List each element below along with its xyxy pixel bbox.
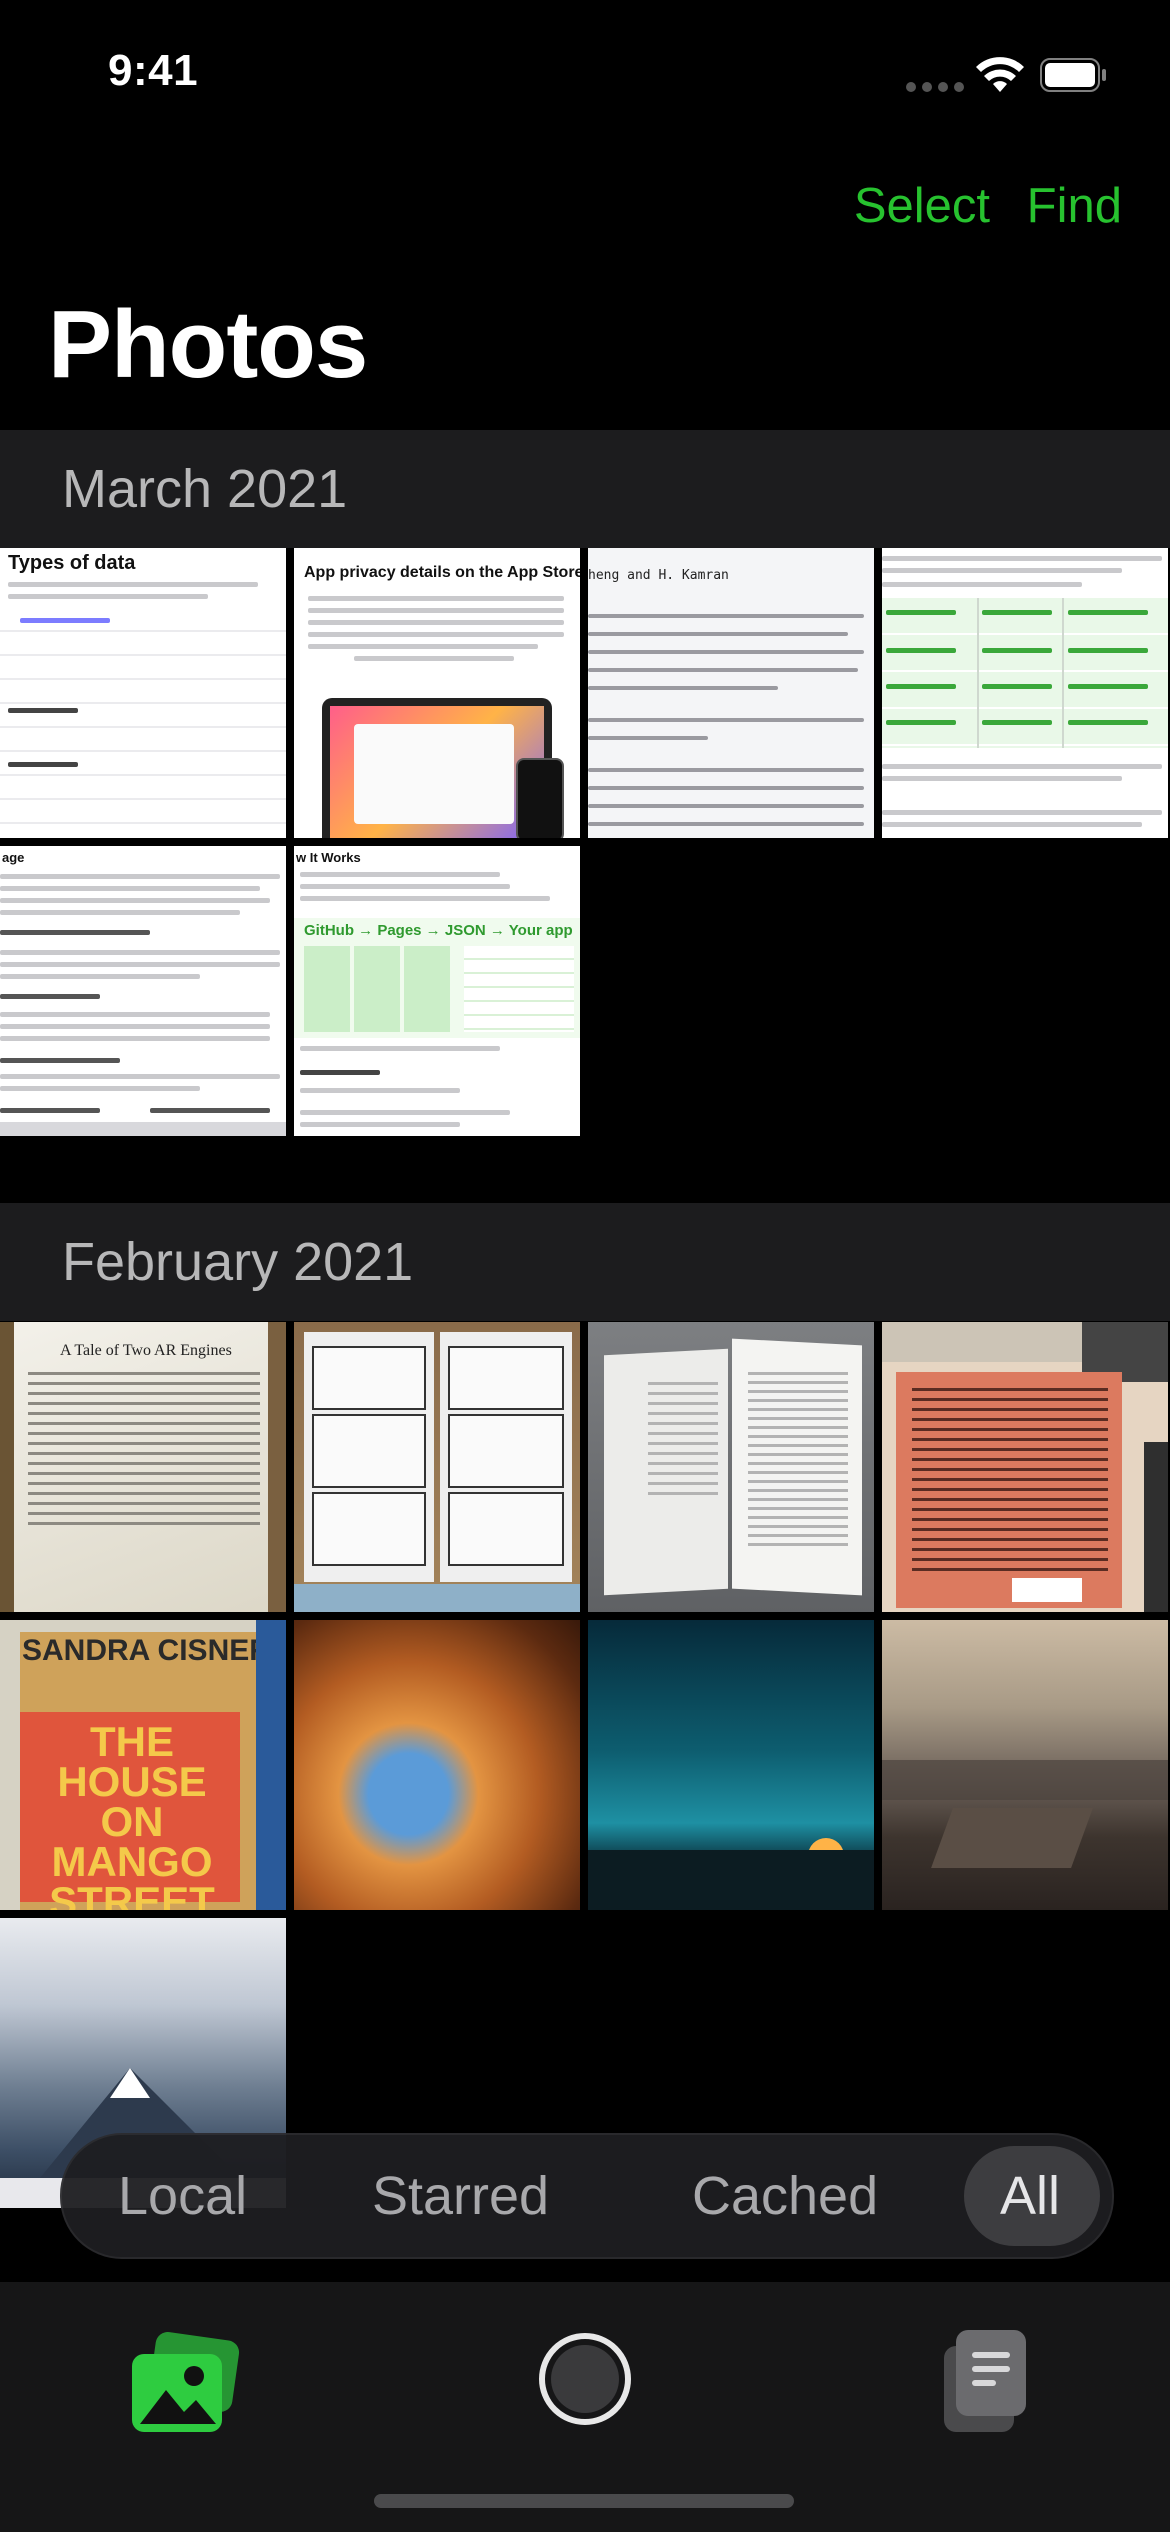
thumbnail-heading: SANDRA CISNEROS (22, 1634, 286, 1667)
photo-thumbnail[interactable]: A Tale of Two AR Engines (0, 1322, 286, 1612)
thumbnail-heading: App privacy details on the App Store (304, 564, 580, 581)
navigation-bar: Select Find Photos (0, 150, 1170, 430)
thumbnail-mango-title: THE HOUSE ON MANGO STREET (49, 1718, 215, 1911)
home-indicator (374, 2494, 794, 2508)
section-title: February 2021 (62, 1232, 414, 1292)
page-title: Photos (48, 291, 368, 398)
find-button[interactable]: Find (1026, 179, 1122, 233)
photo-thumbnail[interactable] (588, 1322, 874, 1612)
section-title: March 2021 (62, 459, 348, 519)
photo-thumbnail[interactable]: Types of data (0, 548, 286, 838)
thumbnail-heading: A Tale of Two AR Engines (60, 1342, 232, 1359)
photo-thumbnail[interactable]: age (0, 846, 286, 1136)
photo-thumbnail[interactable] (882, 548, 1168, 838)
photo-thumbnail[interactable]: App privacy details on the App Store (294, 548, 580, 838)
photo-thumbnail[interactable] (294, 1620, 580, 1910)
select-button[interactable]: Select (853, 179, 990, 233)
photo-thumbnail[interactable]: heng and H. Kamran (588, 548, 874, 838)
battery-icon (1040, 58, 1106, 92)
photo-thumbnail[interactable]: SANDRA CISNEROS THE HOUSE ON MANGO STREE… (0, 1620, 286, 1910)
photo-thumbnail[interactable] (882, 1620, 1168, 1910)
filter-cached[interactable]: Cached (692, 2166, 879, 2226)
thumbnail-heading: age (2, 850, 25, 865)
filter-selected-indicator (964, 2146, 1100, 2246)
tab-photos[interactable] (126, 2332, 244, 2442)
filter-starred[interactable]: Starred (372, 2166, 550, 2226)
thumbnail-github-pages-label: GitHub → Pages → JSON → Your app (304, 922, 573, 939)
wifi-icon (976, 57, 1024, 92)
tab-camera[interactable] (538, 2332, 632, 2426)
photo-thumbnail[interactable]: w It Works GitHub → Pages → JSON → Your … (294, 846, 580, 1136)
cellular-signal-icon (906, 82, 964, 92)
status-bar: 9:41 (0, 0, 1170, 150)
camera-shutter-icon (539, 2333, 631, 2425)
tab-documents[interactable] (940, 2328, 1030, 2434)
section-header-february-2021: February 2021 (0, 1203, 1170, 1321)
tab-bar (0, 2282, 1170, 2532)
thumbnail-heading: heng and H. Kamran (588, 568, 729, 583)
filter-local[interactable]: Local (118, 2166, 248, 2226)
thumbnail-heading: Types of data (8, 552, 136, 574)
status-time: 9:41 (108, 46, 199, 95)
photo-thumbnail[interactable] (294, 1322, 580, 1612)
documents-icon (944, 2330, 1026, 2432)
filter-segmented-control: Local Starred Cached All (60, 2133, 1114, 2259)
photos-icon (132, 2332, 240, 2432)
thumbnail-heading: w It Works (296, 850, 361, 865)
photo-thumbnail[interactable] (588, 1620, 874, 1910)
section-header-march-2021: March 2021 (0, 430, 1170, 548)
filter-all[interactable]: All (1000, 2166, 1061, 2226)
photo-thumbnail[interactable] (882, 1322, 1168, 1612)
